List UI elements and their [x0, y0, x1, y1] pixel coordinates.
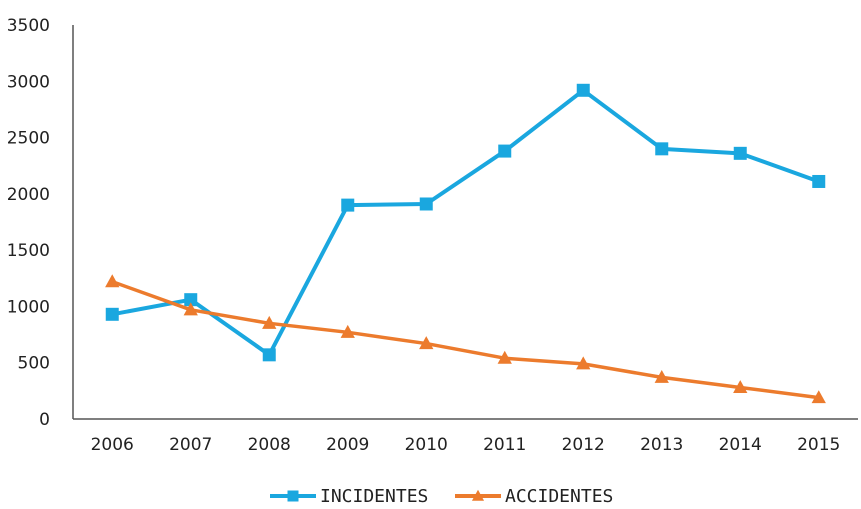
data-point-incidentes	[812, 174, 826, 188]
data-point-incidentes	[498, 144, 512, 158]
legend-label: ACCIDENTES	[505, 486, 613, 507]
legend: INCIDENTES ACCIDENTES	[270, 486, 613, 507]
x-tick-label: 2014	[719, 435, 762, 455]
data-point-incidentes	[262, 348, 276, 362]
data-point-accidentes	[340, 324, 355, 338]
y-tick-label: 2000	[7, 185, 50, 205]
data-point-incidentes	[733, 146, 747, 160]
y-tick-label: 3500	[7, 16, 50, 36]
data-point-accidentes	[262, 315, 277, 329]
legend-item-incidentes: INCIDENTES	[270, 486, 428, 507]
y-tick-label: 500	[18, 354, 50, 374]
series-accidentes	[105, 274, 826, 404]
series-line-incidentes	[111, 88, 820, 357]
legend-item-accidentes: ACCIDENTES	[455, 486, 613, 507]
data-point-incidentes	[184, 293, 198, 307]
data-point-accidentes	[419, 336, 434, 350]
series-layer	[105, 83, 826, 404]
y-tick-label: 0	[39, 410, 50, 430]
data-point-accidentes	[183, 302, 198, 316]
data-point-incidentes	[419, 197, 433, 211]
data-point-incidentes	[341, 198, 355, 212]
x-tick-label: 2012	[562, 435, 605, 455]
legend-marker-square	[287, 490, 299, 502]
data-point-incidentes	[576, 83, 590, 97]
series-line-accidentes	[111, 280, 819, 400]
y-tick-label: 1000	[7, 297, 50, 317]
x-tick-label: 2008	[248, 435, 291, 455]
data-point-accidentes	[497, 350, 512, 364]
data-point-incidentes	[655, 142, 669, 156]
y-tick-label: 1500	[7, 241, 50, 261]
y-tick-label: 3000	[7, 72, 50, 92]
x-tick-label: 2006	[91, 435, 134, 455]
data-point-accidentes	[654, 369, 669, 383]
y-axis-ticks: 0 500 1000 1500 2000 2500 3000 3500	[7, 16, 50, 430]
data-point-accidentes	[811, 390, 826, 404]
data-point-accidentes	[576, 356, 591, 370]
y-tick-label: 2500	[7, 129, 50, 149]
series-incidentes	[105, 83, 826, 362]
x-tick-label: 2013	[640, 435, 683, 455]
x-axis-ticks: 2006 2007 2008 2009 2010 2011 2012 2013 2014 2015	[91, 435, 841, 455]
x-tick-label: 2010	[405, 435, 448, 455]
legend-marker-triangle	[471, 489, 485, 501]
data-point-incidentes	[105, 307, 119, 321]
legend-label: INCIDENTES	[320, 486, 428, 507]
x-tick-label: 2009	[326, 435, 369, 455]
x-tick-label: 2011	[483, 435, 526, 455]
x-tick-label: 2015	[797, 435, 840, 455]
data-point-accidentes	[105, 274, 120, 288]
x-tick-label: 2007	[169, 435, 212, 455]
data-point-accidentes	[733, 380, 748, 394]
